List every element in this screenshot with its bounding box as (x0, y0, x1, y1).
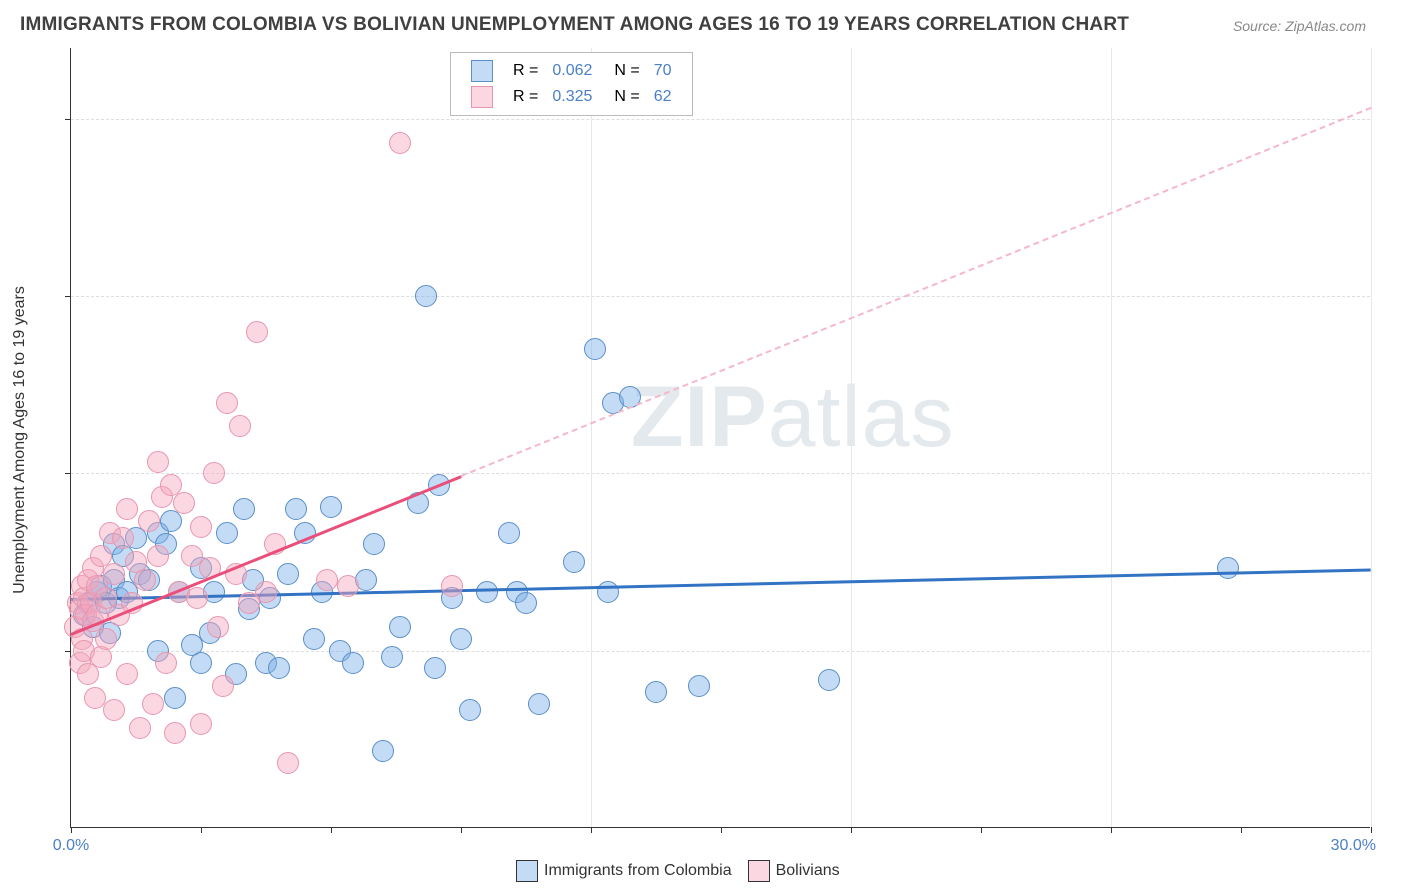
data-point (645, 681, 667, 703)
legend-n-label: N = (600, 85, 645, 109)
data-point (116, 498, 138, 520)
data-point (389, 616, 411, 638)
data-point (103, 699, 125, 721)
data-point (818, 669, 840, 691)
data-point (138, 510, 160, 532)
data-point (95, 628, 117, 650)
data-point (190, 516, 212, 538)
data-point (147, 545, 169, 567)
legend-n-value: 70 (648, 59, 678, 83)
gridline-h (71, 119, 1370, 120)
x-tick-label-min: 0.0% (53, 837, 89, 855)
gridline-h (71, 296, 1370, 297)
data-point (415, 285, 437, 307)
data-point (1217, 557, 1239, 579)
data-point (216, 522, 238, 544)
chart-title: IMMIGRANTS FROM COLOMBIA VS BOLIVIAN UNE… (20, 14, 1129, 36)
data-point (203, 462, 225, 484)
gridline-v (591, 48, 592, 827)
data-point (164, 722, 186, 744)
gridline-h (71, 473, 1370, 474)
data-point (164, 687, 186, 709)
data-point (372, 740, 394, 762)
data-point (207, 616, 229, 638)
data-point (112, 527, 134, 549)
data-point (316, 569, 338, 591)
data-point (147, 451, 169, 473)
data-point (688, 675, 710, 697)
data-point (229, 415, 251, 437)
gridline-v (1371, 48, 1372, 827)
legend-r-value: 0.062 (546, 59, 598, 83)
data-point (459, 699, 481, 721)
legend-correlation: R =0.062N =70R =0.325N =62 (450, 52, 693, 116)
data-point (320, 496, 342, 518)
legend-swatch (471, 60, 493, 82)
legend-swatch (471, 86, 493, 108)
legend-row: R =0.325N =62 (465, 85, 678, 109)
data-point (129, 717, 151, 739)
data-point (450, 628, 472, 650)
data-point (255, 581, 277, 603)
correlation-chart: IMMIGRANTS FROM COLOMBIA VS BOLIVIAN UNE… (0, 0, 1406, 892)
y-axis-label: Unemployment Among Ages 16 to 19 years (11, 286, 29, 594)
data-point (498, 522, 520, 544)
data-point (363, 533, 385, 555)
data-point (277, 752, 299, 774)
gridline-v (851, 48, 852, 827)
legend-r-value: 0.325 (546, 85, 598, 109)
legend-row: R =0.062N =70 (465, 59, 678, 83)
legend-swatch (516, 860, 538, 882)
data-point (186, 587, 208, 609)
data-point (190, 652, 212, 674)
gridline-v (1111, 48, 1112, 827)
data-point (155, 652, 177, 674)
trend-line (461, 107, 1372, 477)
data-point (216, 392, 238, 414)
data-point (303, 628, 325, 650)
data-point (84, 687, 106, 709)
x-tick-label-max: 30.0% (1331, 837, 1376, 855)
data-point (103, 563, 125, 585)
legend-swatch (748, 860, 770, 882)
data-point (342, 652, 364, 674)
data-point (173, 492, 195, 514)
watermark: ZIPatlas (631, 368, 954, 467)
data-point (563, 551, 585, 573)
legend-series-label: Bolivians (776, 862, 840, 879)
data-point (246, 321, 268, 343)
legend-n-label: N = (600, 59, 645, 83)
data-point (389, 132, 411, 154)
data-point (424, 657, 446, 679)
data-point (277, 563, 299, 585)
data-point (134, 569, 156, 591)
data-point (190, 713, 212, 735)
data-point (528, 693, 550, 715)
data-point (116, 663, 138, 685)
legend-r-label: R = (507, 59, 544, 83)
data-point (515, 592, 537, 614)
data-point (597, 581, 619, 603)
data-point (584, 338, 606, 360)
plot-area: ZIPatlas 15.0%30.0%45.0%60.0%0.0%30.0% (70, 48, 1370, 828)
data-point (142, 693, 164, 715)
data-point (285, 498, 307, 520)
data-point (212, 675, 234, 697)
legend-n-value: 62 (648, 85, 678, 109)
data-point (268, 657, 290, 679)
data-point (233, 498, 255, 520)
legend-series-label: Immigrants from Colombia (544, 862, 732, 879)
data-point (337, 575, 359, 597)
legend-r-label: R = (507, 85, 544, 109)
legend-series: Immigrants from Colombia Bolivians (500, 860, 840, 882)
data-point (381, 646, 403, 668)
source-label: Source: ZipAtlas.com (1233, 18, 1366, 34)
data-point (441, 575, 463, 597)
